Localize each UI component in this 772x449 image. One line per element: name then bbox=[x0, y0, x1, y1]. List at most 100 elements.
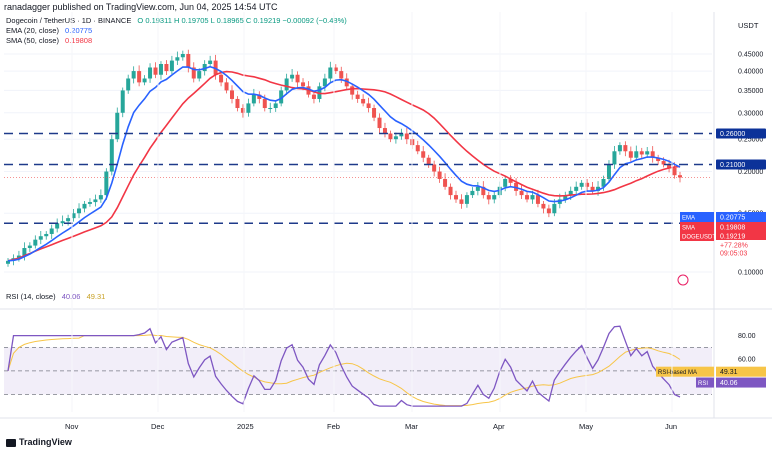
level-tag-text: 0.26000 bbox=[720, 131, 745, 138]
candle-body bbox=[104, 171, 109, 196]
candle-body bbox=[393, 136, 398, 140]
time-tick-label: Apr bbox=[493, 422, 505, 431]
tradingview-logo: TradingView bbox=[6, 437, 72, 447]
time-tick-label: Nov bbox=[65, 422, 79, 431]
tradingview-logo-icon bbox=[6, 438, 16, 447]
candle-body bbox=[404, 133, 409, 140]
price-tag-label-bg bbox=[680, 231, 714, 241]
price-tag-value: +77.28% bbox=[720, 243, 748, 250]
sma-label: SMA (50, close) bbox=[6, 36, 59, 45]
candle-body bbox=[109, 139, 114, 172]
candle-body bbox=[535, 195, 540, 204]
alert-marker-icon bbox=[677, 274, 689, 286]
candle-body bbox=[301, 82, 306, 87]
candle-body bbox=[98, 195, 103, 200]
price-tick-label: 0.30000 bbox=[738, 110, 763, 117]
candle-body bbox=[421, 151, 426, 158]
candle-body bbox=[153, 67, 158, 75]
candle-body bbox=[33, 239, 38, 246]
candle-body bbox=[60, 221, 65, 224]
sma-50-line bbox=[7, 70, 681, 262]
candle-body bbox=[191, 67, 196, 79]
candle-body bbox=[268, 108, 273, 110]
candle-body bbox=[443, 178, 448, 187]
time-tick-label: Jun bbox=[665, 422, 677, 431]
candle-body bbox=[251, 94, 256, 104]
candle-body bbox=[568, 190, 573, 196]
candle-body bbox=[574, 186, 579, 191]
candle-body bbox=[38, 236, 43, 240]
candle-body bbox=[459, 199, 464, 204]
candle-body bbox=[678, 175, 682, 178]
rsi-label: RSI (14, close) bbox=[6, 292, 56, 301]
candle-body bbox=[246, 103, 251, 113]
candle-body bbox=[230, 90, 234, 99]
rsi-tick-label: 60.00 bbox=[738, 357, 756, 364]
candle-body bbox=[612, 151, 617, 165]
candle-body bbox=[44, 233, 49, 237]
candle-body bbox=[623, 145, 628, 152]
candle-body bbox=[590, 186, 595, 191]
candle-body bbox=[470, 190, 475, 196]
candle-body bbox=[279, 90, 284, 104]
candle-body bbox=[448, 186, 453, 196]
price-tag-label-bg bbox=[680, 222, 714, 232]
rsi-tag-bg bbox=[716, 377, 766, 388]
candle-body bbox=[355, 94, 360, 99]
time-tick-label: Mar bbox=[405, 422, 418, 431]
candle-body bbox=[350, 86, 355, 95]
price-tag-value-bg bbox=[716, 212, 766, 222]
price-tag-label: EMA bbox=[682, 216, 695, 222]
candle-body bbox=[344, 78, 349, 87]
candle-body bbox=[240, 108, 245, 113]
price-tag-value: 09:05:03 bbox=[720, 251, 747, 258]
candle-body bbox=[645, 151, 650, 155]
price-tag-value: 0.19808 bbox=[720, 225, 745, 232]
candle-body bbox=[415, 145, 420, 152]
candle-body bbox=[656, 157, 661, 162]
candle-body bbox=[77, 208, 82, 214]
candle-body bbox=[546, 208, 551, 214]
candle-body bbox=[585, 182, 590, 187]
candle-body bbox=[388, 133, 393, 140]
candle-body bbox=[503, 178, 508, 187]
candle-body bbox=[667, 164, 672, 168]
candle-body bbox=[137, 71, 142, 83]
candle-body bbox=[257, 94, 262, 99]
time-tick-label: Feb bbox=[327, 422, 340, 431]
price-tag-label-bg bbox=[680, 212, 714, 222]
candle-body bbox=[66, 218, 71, 222]
candle-body bbox=[208, 60, 213, 64]
axis-currency: USDT bbox=[738, 21, 759, 30]
rsi-tag-label-bg bbox=[696, 377, 714, 388]
candle-body bbox=[437, 171, 442, 179]
candle-body bbox=[158, 63, 163, 75]
candle-body bbox=[639, 151, 644, 155]
candle-body bbox=[224, 82, 229, 91]
candle-body bbox=[295, 74, 300, 83]
price-tag-value-bg bbox=[716, 231, 766, 241]
ema-value: 0.20775 bbox=[65, 26, 93, 35]
candle-body bbox=[235, 98, 240, 109]
symbol-row: Dogecoin / TetherUS · 1D · BINANCE O 0.1… bbox=[6, 16, 347, 26]
candle-body bbox=[197, 71, 202, 79]
candle-body bbox=[552, 203, 557, 214]
candle-body bbox=[6, 260, 10, 264]
candle-body bbox=[579, 182, 584, 187]
candle-body bbox=[672, 167, 677, 176]
candle-body bbox=[481, 186, 486, 196]
level-tag-bg bbox=[716, 159, 766, 170]
rsi-ma-legend-value: 49.31 bbox=[86, 292, 106, 301]
candle-body bbox=[382, 128, 387, 134]
candle-body bbox=[339, 71, 344, 79]
rsi-ma-tag-label: RSI-based MA bbox=[658, 370, 697, 376]
candle-body bbox=[464, 195, 469, 204]
ema-20-line bbox=[7, 65, 681, 262]
candle-body bbox=[432, 164, 437, 172]
candle-body bbox=[328, 67, 333, 79]
price-tag-label: DOGEUSDT bbox=[682, 235, 716, 241]
candle-body bbox=[120, 90, 125, 113]
price-tick-label: 0.45000 bbox=[738, 52, 763, 59]
candle-body bbox=[525, 195, 530, 200]
